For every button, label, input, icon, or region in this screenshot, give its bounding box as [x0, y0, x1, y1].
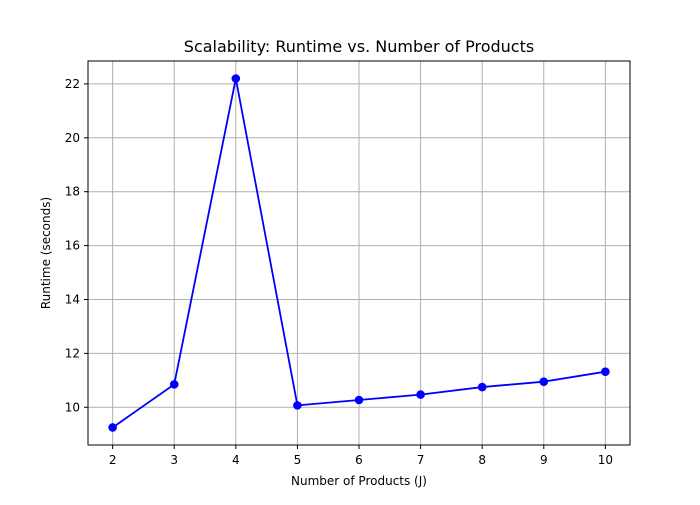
series-layer	[108, 74, 610, 432]
data-point	[108, 423, 117, 432]
x-tick-label: 3	[170, 453, 178, 467]
y-tick-label: 20	[65, 131, 80, 145]
data-point	[231, 74, 241, 83]
ticks: 2 3 4 5 6 7 8 9 10 10 12 14 16 18 20 22	[65, 77, 613, 467]
x-tick-label: 4	[232, 453, 240, 467]
grid	[88, 61, 630, 445]
y-axis-label: Runtime (seconds)	[39, 197, 53, 309]
data-point	[477, 382, 487, 392]
y-tick-label: 22	[65, 77, 80, 91]
data-point	[539, 377, 549, 386]
x-tick-label: 2	[109, 453, 117, 467]
data-point	[354, 395, 364, 405]
data-point	[293, 401, 302, 410]
data-point	[601, 367, 610, 377]
y-tick-label: 16	[65, 239, 80, 253]
x-tick-label: 10	[598, 453, 613, 467]
y-tick-label: 18	[65, 185, 80, 199]
x-tick-label: 7	[417, 453, 425, 467]
chart-title: Scalability: Runtime vs. Number of Produ…	[184, 37, 534, 56]
y-tick-label: 12	[65, 346, 80, 360]
y-tick-label: 14	[65, 292, 80, 306]
x-tick-label: 5	[294, 453, 302, 467]
x-tick-label: 8	[478, 453, 486, 467]
x-tick-label: 9	[540, 453, 548, 467]
y-tick-label: 10	[65, 400, 80, 414]
data-point	[169, 380, 179, 389]
x-axis-label: Number of Products (J)	[291, 474, 427, 488]
data-point	[416, 390, 425, 399]
x-tick-label: 6	[355, 453, 363, 467]
